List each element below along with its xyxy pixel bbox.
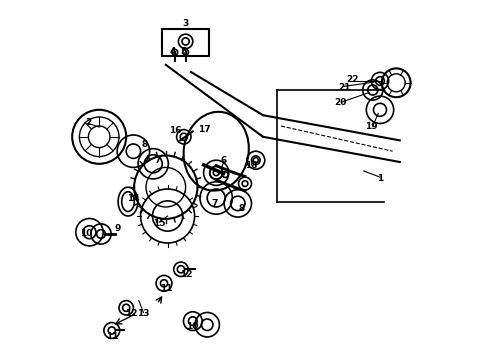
Text: 6: 6 — [221, 156, 227, 165]
Text: 12: 12 — [125, 309, 138, 318]
Text: 9: 9 — [115, 224, 121, 233]
Text: 4: 4 — [169, 47, 175, 56]
Text: 15: 15 — [153, 219, 166, 228]
Text: 14: 14 — [127, 194, 140, 202]
Text: 7: 7 — [211, 199, 218, 208]
Text: 2: 2 — [85, 118, 92, 127]
Text: 11: 11 — [105, 332, 118, 341]
Text: 10: 10 — [80, 229, 93, 238]
Bar — [162, 29, 209, 56]
Text: 19: 19 — [365, 122, 377, 131]
Text: 1: 1 — [377, 174, 383, 183]
Text: 17: 17 — [198, 125, 211, 134]
Text: 18: 18 — [245, 161, 258, 170]
Text: 10: 10 — [186, 322, 198, 331]
Text: 22: 22 — [346, 76, 359, 85]
Text: 21: 21 — [338, 83, 350, 92]
Text: 12: 12 — [180, 270, 193, 279]
Text: 13: 13 — [137, 310, 150, 319]
Text: 20: 20 — [334, 98, 346, 107]
Text: 8: 8 — [238, 204, 245, 213]
Text: 11: 11 — [160, 284, 172, 293]
Text: 7: 7 — [154, 156, 161, 165]
Text: 3: 3 — [182, 19, 189, 28]
Text: 5: 5 — [180, 47, 186, 56]
Text: 16: 16 — [169, 126, 181, 135]
Text: 8: 8 — [141, 140, 147, 149]
